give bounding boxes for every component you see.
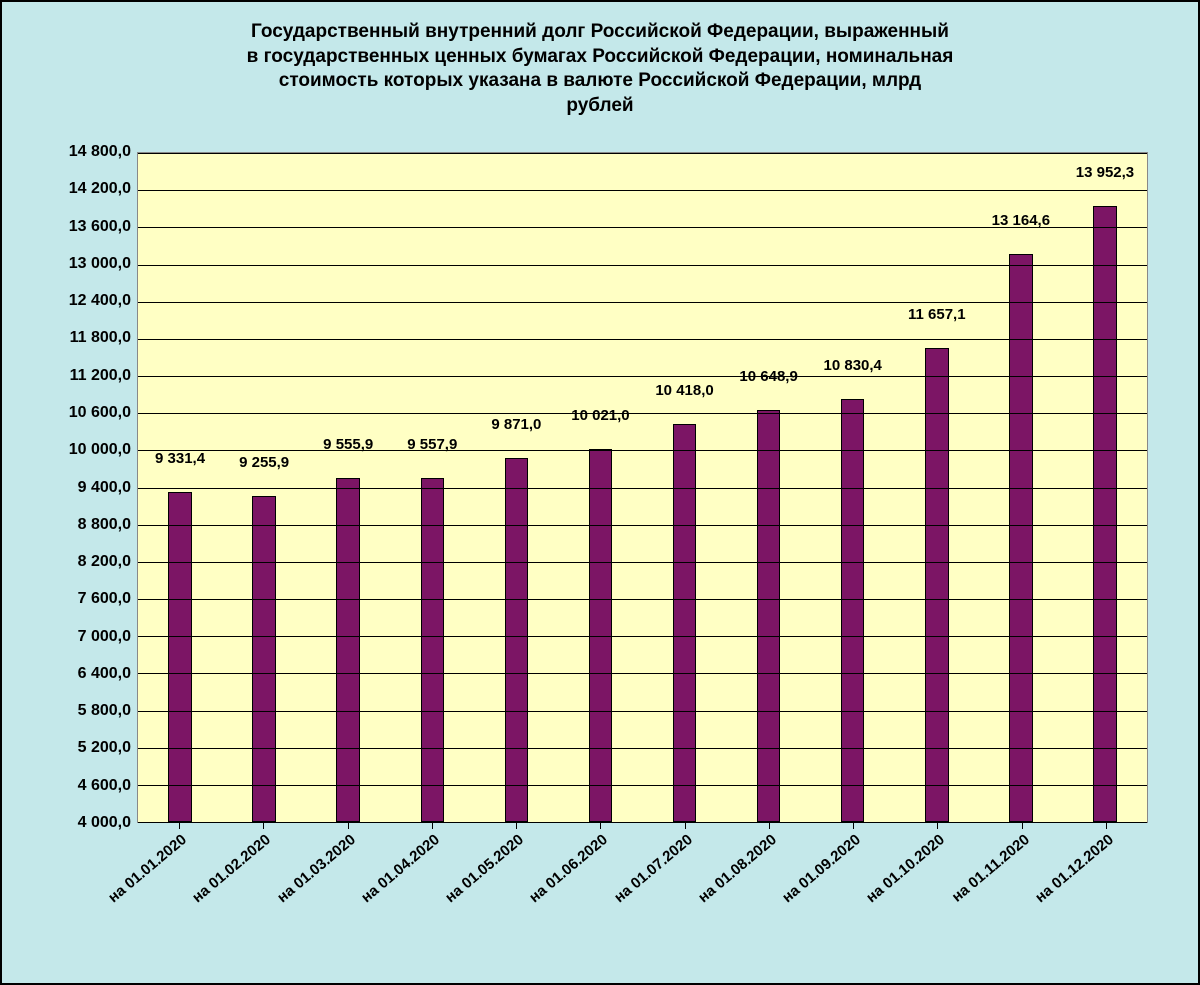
y-tick-label: 5 800,0: [78, 702, 131, 720]
bar-value-label: 11 657,1: [908, 306, 966, 327]
bar-value-label: 9 871,0: [491, 416, 541, 437]
x-tick-mark: [937, 823, 938, 829]
gridline: [138, 599, 1147, 600]
bar: [673, 424, 697, 822]
bar: [925, 348, 949, 822]
bar-value-label: 10 830,4: [824, 357, 882, 378]
y-tick-label: 4 600,0: [78, 777, 131, 795]
y-tick-label: 8 800,0: [78, 516, 131, 534]
x-tick-label: на 01.12.2020: [1032, 831, 1117, 906]
gridline: [138, 748, 1147, 749]
gridline: [138, 376, 1147, 377]
gridline: [138, 525, 1147, 526]
gridline: [138, 153, 1147, 154]
y-tick-label: 11 800,0: [70, 329, 131, 347]
bar: [841, 399, 865, 822]
bar-value-label: 10 648,9: [739, 368, 797, 389]
gridline: [138, 562, 1147, 563]
y-tick-label: 11 200,0: [70, 367, 131, 385]
bar-value-label: 10 418,0: [655, 382, 713, 403]
x-tick-label: на 01.01.2020: [105, 831, 190, 906]
gridline: [138, 265, 1147, 266]
x-tick-mark: [263, 823, 264, 829]
bar-value-label: 9 557,9: [407, 436, 457, 457]
gridline: [138, 302, 1147, 303]
y-tick-label: 10 000,0: [69, 441, 131, 459]
y-tick-label: 6 400,0: [78, 665, 131, 683]
y-tick-label: 10 600,0: [69, 404, 131, 422]
x-tick-mark: [1022, 823, 1023, 829]
x-tick-mark: [348, 823, 349, 829]
bar-value-label: 10 021,0: [571, 407, 629, 428]
x-tick-label: на 01.05.2020: [442, 831, 527, 906]
bar: [757, 410, 781, 822]
gridline: [138, 673, 1147, 674]
x-tick-label: на 01.04.2020: [358, 831, 443, 906]
bar-value-label: 9 555,9: [323, 436, 373, 457]
x-tick-label: на 01.06.2020: [526, 831, 611, 906]
x-tick-mark: [600, 823, 601, 829]
y-tick-label: 7 600,0: [78, 590, 131, 608]
x-tick-mark: [769, 823, 770, 829]
y-tick-label: 7 000,0: [78, 628, 131, 646]
bar: [421, 478, 445, 822]
x-tick-mark: [516, 823, 517, 829]
bar-value-label: 9 255,9: [239, 454, 289, 475]
bar: [336, 478, 360, 822]
gridline: [138, 190, 1147, 191]
y-tick-label: 14 800,0: [69, 143, 131, 161]
gridline: [138, 227, 1147, 228]
bar: [252, 496, 276, 822]
x-tick-mark: [179, 823, 180, 829]
y-tick-label: 12 400,0: [69, 292, 131, 310]
y-tick-label: 14 200,0: [69, 180, 131, 198]
x-tick-mark: [432, 823, 433, 829]
gridline: [138, 488, 1147, 489]
y-tick-label: 13 000,0: [69, 255, 131, 273]
bar-value-label: 13 164,6: [992, 212, 1050, 233]
bar-value-label: 9 331,4: [155, 450, 205, 471]
gridline: [138, 450, 1147, 451]
gridline: [138, 339, 1147, 340]
bar-value-label: 13 952,3: [1076, 164, 1134, 185]
x-tick-label: на 01.02.2020: [189, 831, 274, 906]
x-tick-mark: [1106, 823, 1107, 829]
y-tick-label: 9 400,0: [78, 479, 131, 497]
bar: [1093, 206, 1117, 822]
x-tick-label: на 01.03.2020: [274, 831, 359, 906]
y-tick-label: 5 200,0: [78, 739, 131, 757]
y-tick-label: 8 200,0: [78, 553, 131, 571]
x-tick-mark: [853, 823, 854, 829]
x-tick-mark: [685, 823, 686, 829]
x-tick-label: на 01.09.2020: [779, 831, 864, 906]
gridline: [138, 711, 1147, 712]
chart-frame: Государственный внутренний долг Российск…: [0, 0, 1200, 985]
bar: [168, 492, 192, 822]
x-tick-label: на 01.11.2020: [948, 831, 1032, 906]
y-axis: 4 000,04 600,05 200,05 800,06 400,07 000…: [42, 152, 137, 823]
x-tick-label: на 01.08.2020: [695, 831, 780, 906]
x-axis: на 01.01.2020на 01.02.2020на 01.03.2020н…: [137, 823, 1148, 953]
bar: [505, 458, 529, 822]
chart-area: 4 000,0 4 600,0 5 200,0 5 800,0 6 400,0 7 000…: [42, 152, 1158, 953]
y-tick-label: 13 600,0: [69, 218, 131, 236]
y-tick-label: 4 000,0: [78, 814, 131, 832]
x-tick-label: на 01.07.2020: [611, 831, 696, 906]
x-tick-label: на 01.10.2020: [863, 831, 948, 906]
gridline: [138, 785, 1147, 786]
plot-area: 9 331,4 9 255,9 9 555,9 9 557,9 9 871,0 10 02…: [137, 152, 1148, 823]
chart-title: Государственный внутренний долг Российск…: [2, 2, 1198, 129]
gridline: [138, 413, 1147, 414]
gridline: [138, 636, 1147, 637]
